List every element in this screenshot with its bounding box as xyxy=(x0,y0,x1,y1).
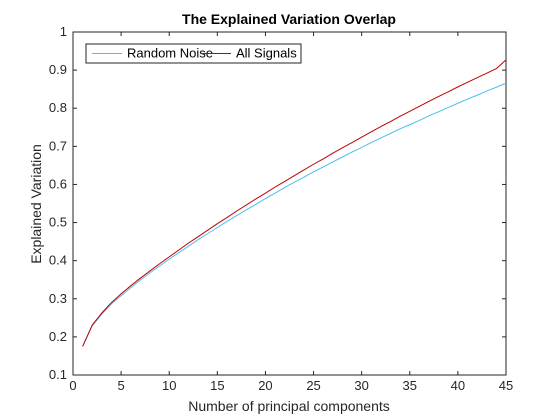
y-tick-label: 0.5 xyxy=(49,215,67,230)
x-tick-label: 20 xyxy=(258,378,272,393)
y-tick-label: 0.7 xyxy=(49,138,67,153)
y-tick-label: 0.4 xyxy=(49,253,67,268)
y-tick-label: 0.8 xyxy=(49,100,67,115)
legend-entry-label: All Signals xyxy=(236,46,297,61)
chart-title: The Explained Variation Overlap xyxy=(182,11,396,27)
x-tick-label: 35 xyxy=(403,378,417,393)
x-tick-label: 0 xyxy=(69,378,76,393)
y-tick-label: 0.6 xyxy=(49,176,67,191)
y-axis-label: Explained Variation xyxy=(28,144,44,264)
legend-box xyxy=(85,43,302,64)
y-tick-label: 0.3 xyxy=(49,291,67,306)
x-tick-label: 25 xyxy=(306,378,320,393)
x-tick-label: 5 xyxy=(117,378,124,393)
x-tick-label: 30 xyxy=(354,378,368,393)
y-tick-label: 1 xyxy=(60,24,67,39)
legend-entry-label: Random Noise xyxy=(127,46,213,61)
plot-area xyxy=(72,31,507,376)
series-line-2 xyxy=(82,59,507,347)
axes-box xyxy=(72,31,507,376)
y-tick-label: 0.1 xyxy=(49,367,67,382)
x-tick-label: 10 xyxy=(162,378,176,393)
series-line-1 xyxy=(82,82,507,347)
x-tick-label: 15 xyxy=(210,378,224,393)
x-axis-ticks: 0 5 10 15 20 25 30 35 40 45 xyxy=(69,32,513,393)
legend: Random Noise All Signals xyxy=(85,43,302,64)
series-group xyxy=(82,59,507,347)
y-tick-label: 0.9 xyxy=(49,62,67,77)
x-tick-label: 45 xyxy=(499,378,513,393)
x-axis-label: Number of principal components xyxy=(188,398,390,414)
y-axis-ticks: 0.1 0.2 0.3 0.4 0.5 0.6 0.7 0.8 0.9 1 xyxy=(49,24,506,382)
x-tick-label: 40 xyxy=(451,378,465,393)
y-tick-label: 0.2 xyxy=(49,329,67,344)
